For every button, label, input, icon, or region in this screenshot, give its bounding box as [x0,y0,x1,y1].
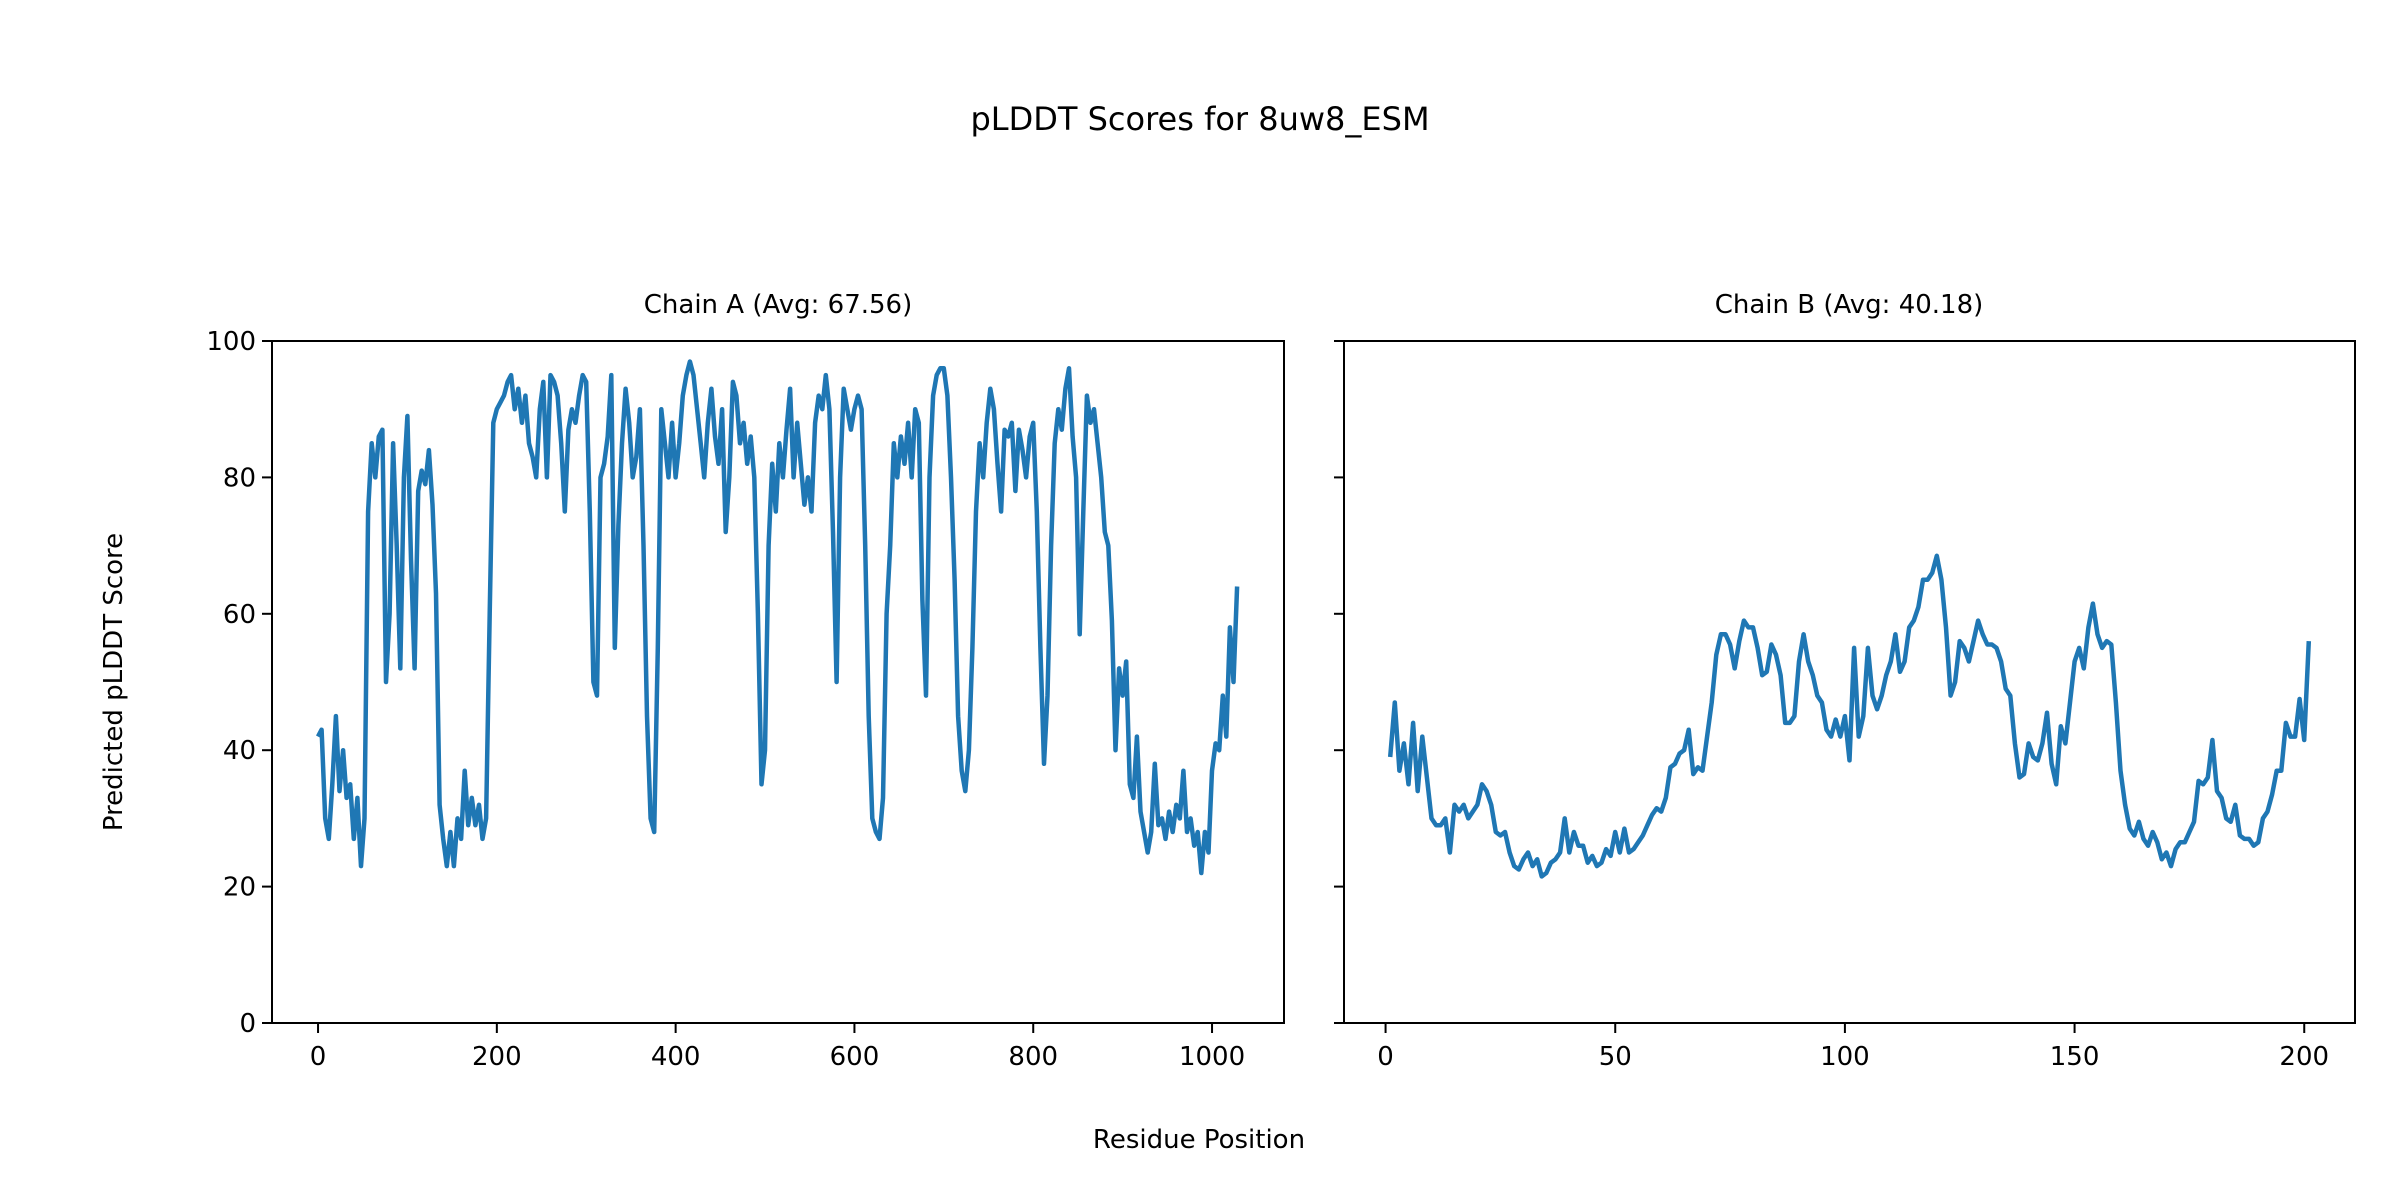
y-tick-label: 40 [223,736,256,766]
y-tick-label: 20 [223,873,256,903]
x-tick-label: 0 [310,1042,327,1072]
chain-b-panel: Chain B (Avg: 40.18) 0 50 100 150 200 [1334,290,2356,1072]
x-tick-label: 400 [651,1042,701,1072]
x-tick-label: 100 [1820,1042,1870,1072]
x-tick-label: 50 [1599,1042,1632,1072]
chain-a-panel: Chain A (Avg: 67.56) 0 200 400 600 800 1000 0 2… [206,290,1285,1072]
y-axis-label: Predicted pLDDT Score [99,533,129,831]
axes-frame [271,340,1285,1024]
y-tick-label: 0 [239,1009,256,1039]
axes-frame [1343,340,2356,1024]
chain-a-title: Chain A (Avg: 67.56) [644,290,912,320]
x-tick-label: 600 [830,1042,880,1072]
x-tick-label: 200 [472,1042,522,1072]
plddt-line-chain-a [316,359,1240,876]
y-tick-label: 80 [223,463,256,493]
x-tick-label: 1000 [1179,1042,1245,1072]
chain-b-title: Chain B (Avg: 40.18) [1715,290,1984,320]
y-tick-label: 60 [223,600,256,630]
plddt-line-chain-b [1387,553,2312,879]
figure-title: pLDDT Scores for 8uw8_ESM [970,100,1429,138]
y-tick-label: 100 [206,327,256,357]
x-axis-label: Residue Position [1093,1125,1305,1155]
x-tick-label: 0 [1377,1042,1394,1072]
x-tick-label: 150 [2050,1042,2100,1072]
x-tick-label: 200 [2279,1042,2329,1072]
x-tick-label: 800 [1008,1042,1058,1072]
